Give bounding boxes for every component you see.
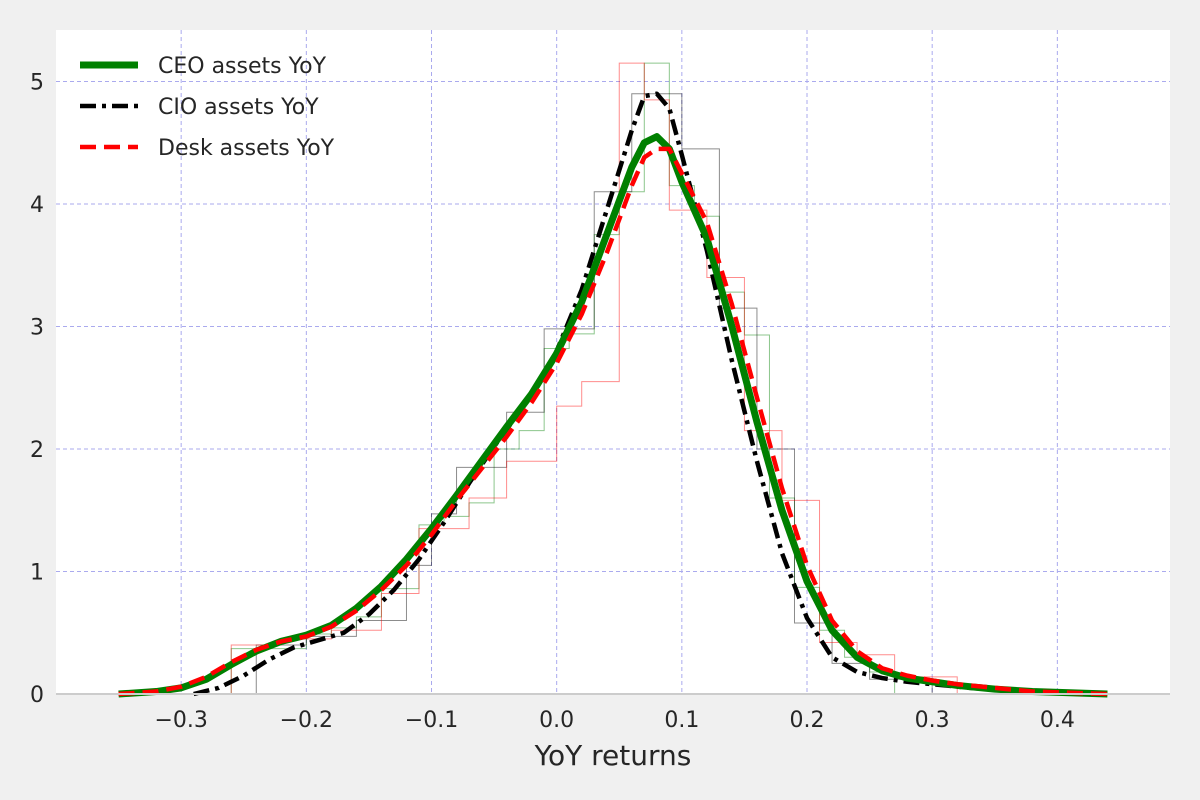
x-tick-label: 0.1 <box>664 708 699 733</box>
plot-background <box>56 30 1170 694</box>
x-tick-label: 0.3 <box>915 708 950 733</box>
legend-item: CEO assets YoY <box>80 54 327 79</box>
y-tick-label: 5 <box>30 70 44 95</box>
x-tick-label: 0.2 <box>790 708 825 733</box>
legend: CEO assets YoY CIO assets YoY Desk assets … <box>80 54 335 161</box>
y-tick-label: 4 <box>30 193 44 218</box>
kde-line-1 <box>193 91 1083 697</box>
legend-label: Desk assets YoY <box>158 136 335 161</box>
legend-label: CEO assets YoY <box>158 54 327 79</box>
kde-lines <box>118 91 1108 698</box>
y-tick-label: 2 <box>30 438 44 463</box>
kde-line-0 <box>118 133 1108 698</box>
x-tick-labels: −0.3 −0.2 −0.1 0.0 0.1 0.2 0.3 0.4 <box>154 708 1074 733</box>
y-tick-label: 1 <box>30 560 44 585</box>
y-tick-label: 3 <box>30 315 44 340</box>
x-tick-label: 0.0 <box>539 708 574 733</box>
legend-item: Desk assets YoY <box>80 136 335 161</box>
legend-item: CIO assets YoY <box>80 95 319 120</box>
x-tick-label: 0.4 <box>1040 708 1075 733</box>
x-tick-label: −0.1 <box>405 708 458 733</box>
kde-line-2 <box>118 146 1108 697</box>
x-tick-label: −0.3 <box>154 708 207 733</box>
x-tick-label: −0.2 <box>280 708 333 733</box>
y-tick-label: 0 <box>30 683 44 708</box>
y-tick-labels: 0 1 2 3 4 5 <box>30 70 44 708</box>
x-axis-title: YoY returns <box>534 739 692 772</box>
legend-label: CIO assets YoY <box>158 95 319 120</box>
